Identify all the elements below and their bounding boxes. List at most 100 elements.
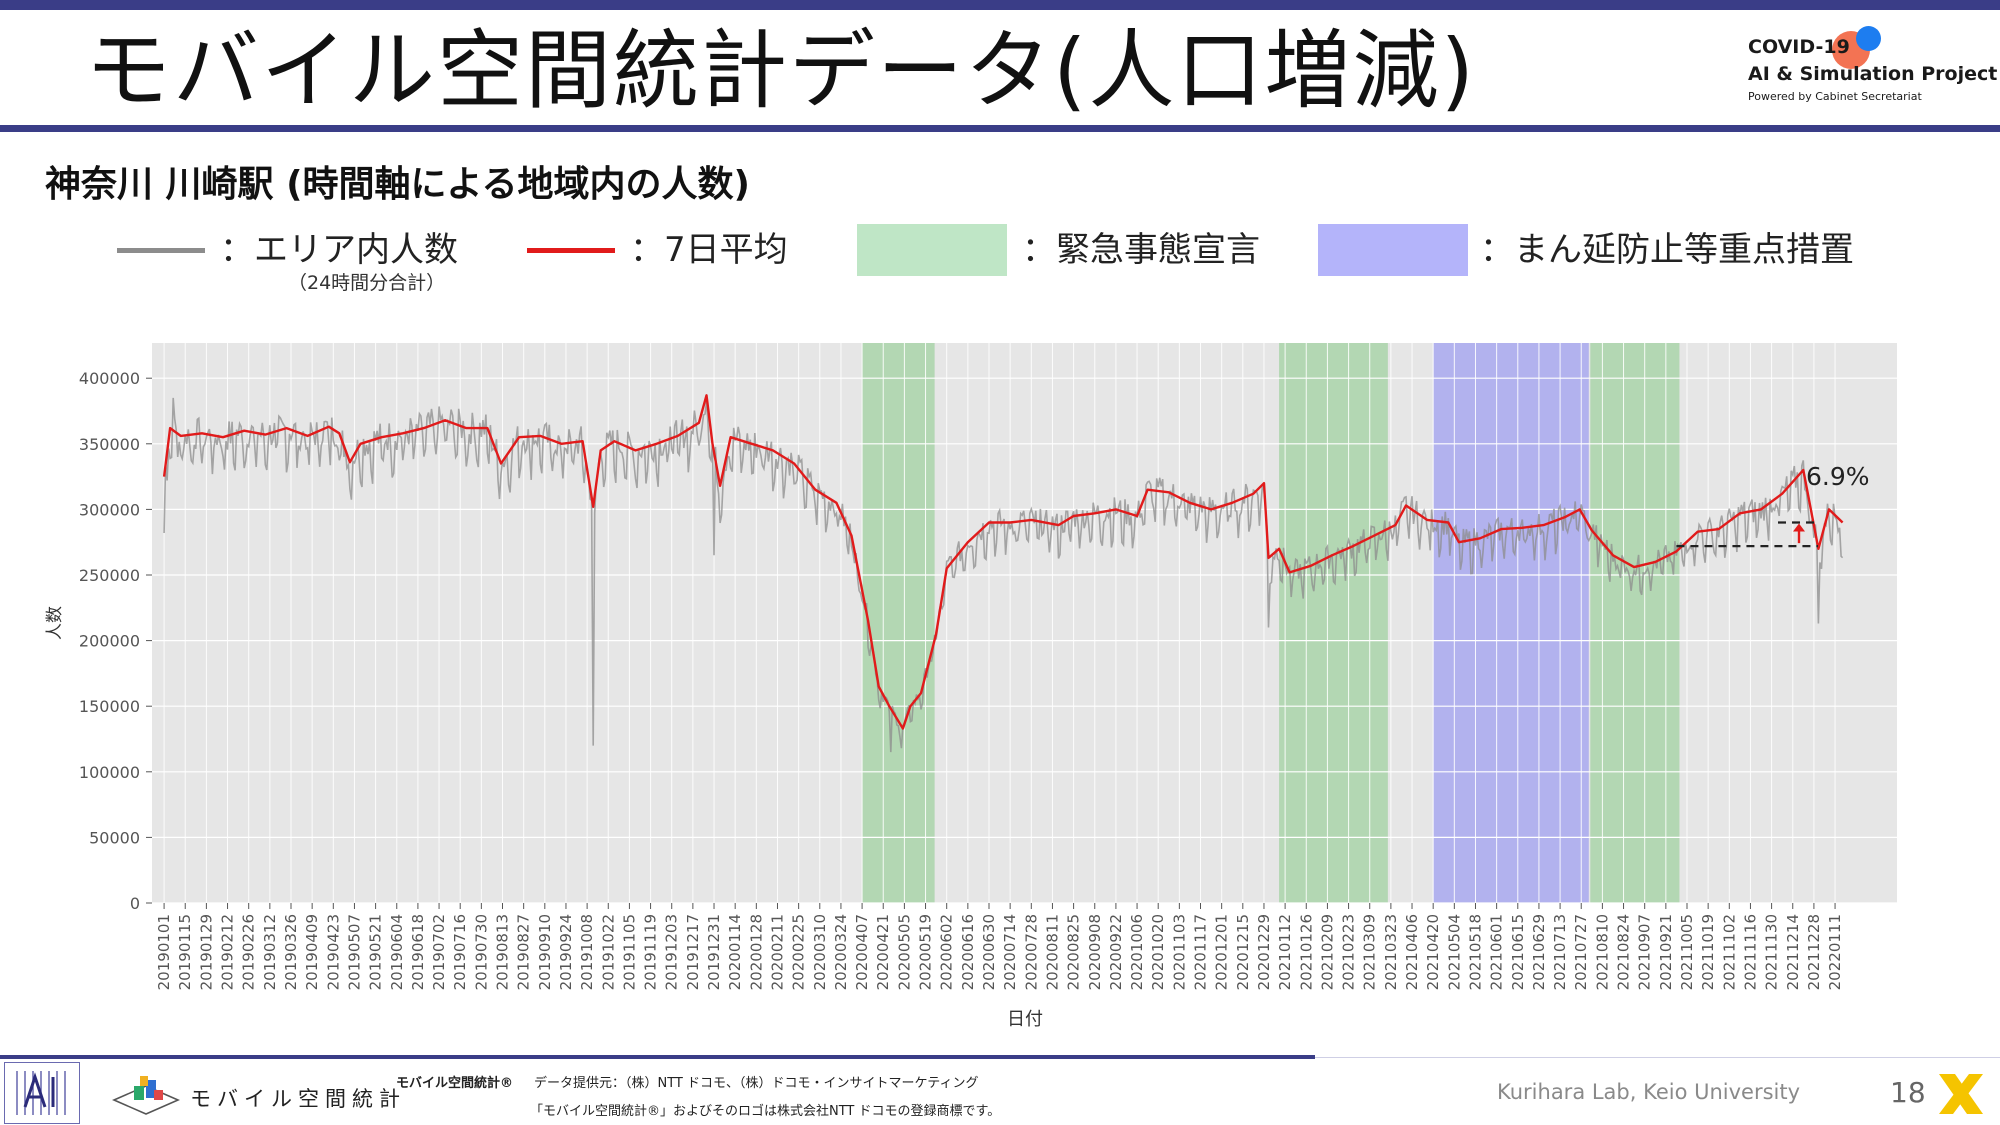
- chart-subtitle: 神奈川 川崎駅 (時間軸による地域内の人数): [45, 164, 750, 205]
- x-tick-label: 20200908: [1086, 914, 1104, 990]
- x-tick-label: 20200602: [938, 914, 956, 990]
- x-tick-label: 20190604: [388, 914, 406, 990]
- x-tick-label: 20190924: [557, 914, 575, 990]
- x-tick-label: 20200714: [1001, 914, 1019, 990]
- x-tick-label: 20211019: [1699, 914, 1717, 990]
- x-tick-label: 20210323: [1382, 914, 1400, 990]
- footer-credit: Kurihara Lab, Keio University: [1497, 1080, 1801, 1104]
- y-tick-label: 400000: [79, 369, 140, 388]
- x-tick-label: 20191217: [684, 914, 702, 990]
- x-tick-label: 20210615: [1509, 914, 1527, 990]
- x-tick-label: 20190226: [240, 914, 258, 990]
- x-tick-label: 20201201: [1213, 914, 1231, 990]
- x-tick-label: 20200811: [1043, 914, 1061, 990]
- emergency-period-band: [1279, 343, 1388, 903]
- x-tick-label: 20210309: [1361, 914, 1379, 990]
- y-tick-label: 350000: [79, 435, 140, 454]
- y-tick-label: 300000: [79, 500, 140, 519]
- emergency-period-band: [1590, 343, 1680, 903]
- x-tick-label: 20191105: [620, 914, 638, 990]
- x-tick-label: 20190618: [409, 914, 427, 990]
- legend-priority-swatch: [1318, 224, 1468, 276]
- x-logo-icon: [1939, 1074, 1983, 1114]
- legend-raw-label: ：エリア内人数: [220, 230, 458, 270]
- percent-change-label: 6.9%: [1806, 462, 1870, 491]
- x-tick-label: 20190827: [515, 914, 533, 990]
- x-tick-label: 20210810: [1593, 914, 1611, 990]
- x-tick-label: 20211228: [1805, 914, 1823, 990]
- x-tick-label: 20200211: [768, 914, 786, 990]
- x-tick-label: 20201215: [1234, 914, 1252, 990]
- x-tick-label: 20200519: [917, 914, 935, 990]
- top-accent-bar: [0, 0, 2000, 10]
- x-tick-label: 20211102: [1720, 914, 1738, 990]
- x-tick-label: 20200630: [980, 914, 998, 990]
- footer-brand: モバイル空間統計®: [396, 1076, 514, 1091]
- x-tick-label: 20210209: [1318, 914, 1336, 990]
- legend-emergency-label: ：緊急事態宣言: [1022, 230, 1260, 270]
- x-tick-label: 20191119: [642, 914, 660, 990]
- x-tick-label: 20200128: [747, 914, 765, 990]
- x-tick-label: 20200616: [959, 914, 977, 990]
- x-tick-label: 20210713: [1551, 914, 1569, 990]
- project-line-2: AI & Simulation Project: [1748, 63, 1998, 85]
- x-tick-label: 20200324: [832, 914, 850, 990]
- x-tick-label: 20200114: [726, 914, 744, 990]
- x-tick-label: 20211005: [1678, 914, 1696, 990]
- x-tick-label: 20210126: [1297, 914, 1315, 990]
- x-tick-label: 20210223: [1340, 914, 1358, 990]
- x-tick-label: 20190716: [451, 914, 469, 990]
- x-tick-label: 20190326: [282, 914, 300, 990]
- title-divider: [0, 125, 2000, 132]
- x-tick-label: 20210824: [1615, 914, 1633, 990]
- x-tick-label: 20211214: [1784, 914, 1802, 990]
- x-tick-label: 20210406: [1403, 914, 1421, 990]
- page-number: 18: [1890, 1076, 1926, 1109]
- x-tick-label: 20220111: [1826, 914, 1844, 990]
- x-tick-label: 20190702: [430, 914, 448, 990]
- project-line-3: Powered by Cabinet Secretariat: [1748, 90, 1922, 103]
- project-badge: COVID-19 AI & Simulation Project Powered…: [1748, 34, 1998, 103]
- x-tick-label: 20190730: [472, 914, 490, 990]
- x-tick-label: 20200825: [1065, 914, 1083, 990]
- x-tick-label: 20211116: [1741, 914, 1759, 990]
- x-tick-label: 20200407: [853, 914, 871, 990]
- footer-logo-text: モバイル空間統計: [190, 1087, 406, 1111]
- x-tick-label: 20210727: [1572, 914, 1590, 990]
- project-logo-blue-dot: [1856, 26, 1881, 51]
- legend-priority-label: ：まん延防止等重点措置: [1480, 230, 1854, 270]
- x-tick-label: 20190423: [324, 914, 342, 990]
- x-tick-label: 20190409: [303, 914, 321, 990]
- x-tick-label: 20190115: [176, 914, 194, 990]
- legend-raw-swatch: [117, 248, 205, 253]
- x-tick-label: 20200505: [895, 914, 913, 990]
- x-tick-label: 20190312: [261, 914, 279, 990]
- x-tick-label: 20210921: [1657, 914, 1675, 990]
- x-tick-label: 20201006: [1128, 914, 1146, 990]
- x-tick-label: 20190521: [367, 914, 385, 990]
- x-tick-label: 20191203: [663, 914, 681, 990]
- project-line-1: COVID-19: [1748, 36, 1850, 58]
- x-tick-label: 20190212: [219, 914, 237, 990]
- y-tick-label: 250000: [79, 566, 140, 585]
- change-arrow-head: [1793, 523, 1805, 532]
- slide-title: モバイル空間統計データ(人口増減): [85, 21, 1477, 121]
- x-tick-label: 20210504: [1445, 914, 1463, 990]
- y-tick-label: 0: [130, 894, 140, 913]
- x-tick-label: 20210601: [1488, 914, 1506, 990]
- x-tick-label: 20191231: [705, 914, 723, 990]
- footer-data-source: データ提供元：（株）NTT ドコモ、（株）ドコモ・インサイトマーケティング: [534, 1076, 979, 1091]
- y-tick-label: 100000: [79, 763, 140, 782]
- footer-divider: [0, 1055, 1315, 1059]
- priority-period-band: [1433, 343, 1589, 903]
- x-tick-label: 20200728: [1022, 914, 1040, 990]
- x-tick-label: 20190129: [197, 914, 215, 990]
- x-tick-label: 20190101: [155, 914, 173, 990]
- legend-raw-note: （24時間分合計）: [288, 272, 446, 294]
- y-axis-label: 人数: [45, 606, 65, 640]
- x-tick-label: 20190910: [536, 914, 554, 990]
- legend: ：エリア内人数 （24時間分合計） ：7日平均 ：緊急事態宣言 ：まん延防止等重…: [0, 220, 2000, 300]
- x-tick-label: 20191008: [578, 914, 596, 990]
- x-tick-label: 20200421: [874, 914, 892, 990]
- x-tick-label: 20201103: [1170, 914, 1188, 990]
